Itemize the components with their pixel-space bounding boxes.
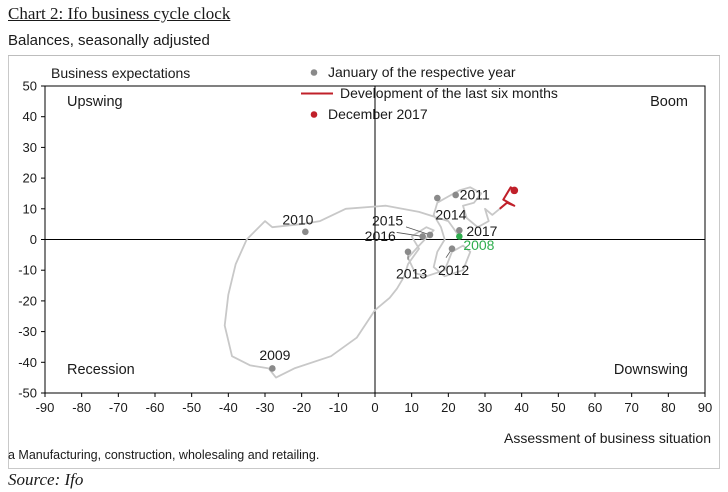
y-tick-label: -30 bbox=[18, 324, 37, 339]
y-tick-label: 20 bbox=[23, 171, 37, 186]
chart-title: Chart 2: Ifo business cycle clock bbox=[8, 4, 231, 23]
point-label-2014: 2014 bbox=[435, 207, 466, 223]
january-point-2015 bbox=[426, 231, 434, 239]
quadrant-boom-label: Boom bbox=[650, 94, 688, 110]
point-label-2010: 2010 bbox=[282, 211, 313, 227]
y-tick-label: 0 bbox=[30, 232, 37, 247]
january-point-2017 bbox=[456, 226, 463, 234]
quadrant-downswing-label: Downswing bbox=[614, 362, 688, 378]
december-2017-point bbox=[510, 186, 519, 195]
x-tick-label: 90 bbox=[698, 400, 712, 415]
x-axis-title: Assessment of business situation bbox=[504, 430, 711, 446]
january-point-2010 bbox=[302, 228, 309, 236]
header-divider bbox=[8, 55, 720, 56]
legend-label-2: December 2017 bbox=[328, 106, 428, 122]
quadrant-recession-label: Recession bbox=[67, 362, 135, 378]
y-tick-label: -40 bbox=[18, 355, 37, 370]
x-tick-label: 30 bbox=[478, 400, 492, 415]
footnote: a Manufacturing, construction, wholesali… bbox=[8, 448, 320, 462]
point-label-2016: 2016 bbox=[365, 228, 396, 244]
x-tick-label: 0 bbox=[371, 400, 378, 415]
january-point-2011 bbox=[452, 191, 459, 199]
point-label-2013: 2013 bbox=[396, 265, 427, 281]
x-tick-label: 10 bbox=[404, 400, 418, 415]
legend-marker-0 bbox=[310, 69, 318, 76]
point-label-2008: 2008 bbox=[463, 237, 494, 253]
x-tick-label: 20 bbox=[441, 400, 455, 415]
y-tick-label: -10 bbox=[18, 263, 37, 278]
source-note: Source: Ifo bbox=[8, 470, 84, 489]
point-label-2012: 2012 bbox=[438, 262, 469, 278]
y-tick-label: 50 bbox=[23, 79, 37, 94]
last-six-months-line bbox=[499, 186, 516, 210]
chart-subtitle: Balances, seasonally adjusted bbox=[8, 32, 210, 49]
january-point-2008 bbox=[456, 233, 463, 240]
chart-frame bbox=[8, 56, 720, 469]
leader-line-2015 bbox=[405, 226, 431, 236]
x-tick-label: -60 bbox=[146, 400, 165, 415]
january-point-2014 bbox=[434, 194, 441, 202]
x-tick-label: -50 bbox=[182, 400, 201, 415]
january-point-2013 bbox=[404, 248, 412, 256]
x-tick-label: 70 bbox=[624, 400, 638, 415]
point-label-2017: 2017 bbox=[466, 223, 497, 239]
x-tick-label: 40 bbox=[514, 400, 528, 415]
january-point-2016 bbox=[419, 233, 426, 240]
y-tick-label: -50 bbox=[18, 386, 37, 401]
legend-label-1: Development of the last six months bbox=[340, 85, 558, 101]
x-tick-label: -70 bbox=[109, 400, 128, 415]
quadrant-upswing-label: Upswing bbox=[67, 94, 123, 110]
january-point-2009 bbox=[269, 365, 276, 372]
x-tick-label: -30 bbox=[256, 400, 275, 415]
leader-line-2016 bbox=[396, 232, 423, 237]
y-tick-label: -20 bbox=[18, 293, 37, 308]
x-tick-label: -80 bbox=[72, 400, 91, 415]
legend-label-0: January of the respective year bbox=[328, 64, 516, 80]
y-tick-label: 10 bbox=[23, 201, 37, 216]
x-tick-label: -40 bbox=[219, 400, 238, 415]
x-tick-label: 80 bbox=[661, 400, 675, 415]
y-axis-title: Business expectations bbox=[51, 65, 190, 81]
x-tick-label: -10 bbox=[329, 400, 348, 415]
y-tick-label: 30 bbox=[23, 140, 37, 155]
history-series-line bbox=[223, 186, 501, 379]
x-tick-label: -90 bbox=[36, 400, 55, 415]
point-label-2011: 2011 bbox=[460, 186, 490, 202]
x-tick-label: -20 bbox=[292, 400, 311, 415]
january-point-2012 bbox=[448, 245, 456, 253]
y-tick-label: 40 bbox=[23, 109, 37, 124]
x-tick-label: 50 bbox=[551, 400, 565, 415]
x-tick-label: 60 bbox=[588, 400, 602, 415]
point-label-2015: 2015 bbox=[372, 212, 403, 228]
point-label-2009: 2009 bbox=[259, 347, 290, 363]
legend-marker-2 bbox=[310, 111, 318, 118]
